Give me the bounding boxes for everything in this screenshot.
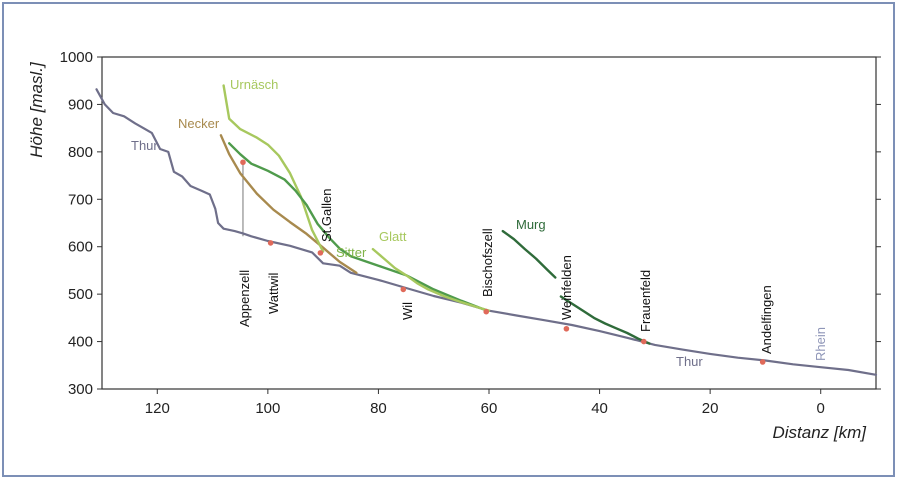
label-murg: Murg [516, 217, 546, 232]
x-tick-label: 40 [591, 400, 608, 417]
town-marker-wil [400, 286, 407, 293]
place-weinfelden: Weinfelden [559, 255, 574, 320]
label-urnaesch: Urnäsch [230, 77, 278, 92]
series-line-sitter [228, 142, 485, 311]
place-andelfingen: Andelfingen [759, 285, 774, 354]
x-axis-ticks: 120 100 80 60 40 20 0 [145, 389, 825, 417]
series-line-glatt [371, 247, 491, 312]
label-glatt: Glatt [379, 229, 407, 244]
place-bischofszell: Bischofszell [480, 228, 495, 297]
town-marker-stgallen [317, 250, 324, 256]
series-line-thur [95, 88, 878, 376]
town-marker-appenzell [240, 159, 246, 166]
place-frauenfeld: Frauenfeld [638, 270, 653, 332]
marker-layer [240, 159, 766, 365]
town-marker-wattwil [267, 240, 274, 246]
y-tick-label: 300 [68, 381, 93, 398]
town-marker-weinfelden [563, 325, 570, 332]
y-tick-label: 400 [68, 334, 93, 351]
place-wattwil: Wattwil [266, 272, 281, 314]
place-wil: Wil [400, 302, 415, 320]
label-necker: Necker [178, 116, 220, 131]
label-sitter: Sitter [336, 245, 367, 260]
place-appenzell: Appenzell [237, 270, 252, 327]
label-rhein: Rhein [813, 327, 828, 361]
town-marker-bischofszell [483, 308, 490, 315]
series-line-murg [559, 295, 651, 345]
series-layer [95, 84, 878, 376]
x-tick-label: 80 [370, 400, 387, 417]
x-tick-label: 0 [817, 400, 825, 417]
x-tick-label: 120 [145, 400, 170, 417]
label-thur-lower: Thur [676, 354, 703, 369]
y-axis-ticks: 300 400 500 600 700 800 900 1000 [60, 49, 881, 398]
series-line-necker [219, 134, 358, 274]
x-axis-title: Distanz [km] [772, 423, 867, 442]
y-tick-label: 1000 [60, 49, 93, 66]
x-tick-label: 60 [481, 400, 498, 417]
town-marker-andelfingen [759, 359, 766, 365]
x-tick-label: 20 [702, 400, 719, 417]
y-tick-label: 700 [68, 191, 93, 208]
series-line-urnsch [222, 84, 325, 253]
series-line-murg [501, 229, 557, 279]
y-tick-label: 800 [68, 144, 93, 161]
label-thur-upper: Thur [131, 138, 158, 153]
town-marker-frauenfeld [641, 338, 647, 345]
x-tick-label: 100 [255, 400, 280, 417]
y-tick-label: 600 [68, 239, 93, 256]
y-tick-label: 500 [68, 286, 93, 303]
place-st-gallen: St.Gallen [319, 189, 334, 242]
y-axis-title: Höhe [masl.] [27, 61, 46, 158]
y-tick-label: 900 [68, 96, 93, 113]
